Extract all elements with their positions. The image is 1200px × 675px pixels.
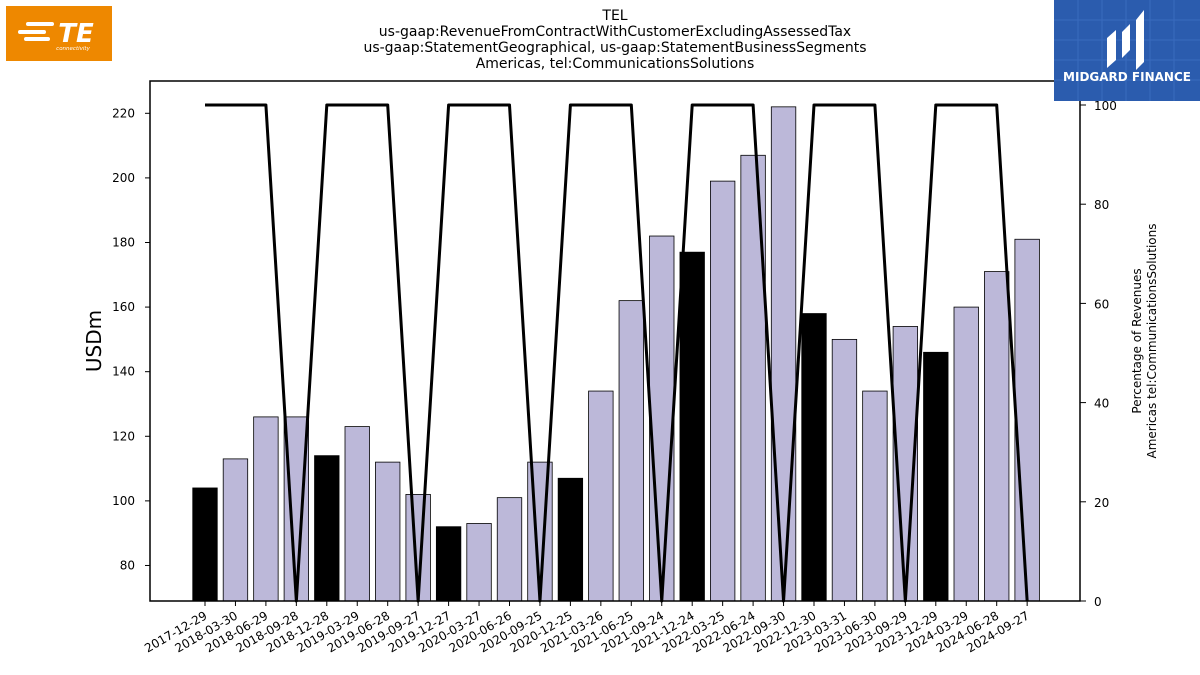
- y-tick-label: 180: [112, 235, 135, 249]
- bar: [557, 477, 584, 602]
- bar: [831, 338, 858, 602]
- bar: [770, 106, 797, 602]
- bar: [314, 455, 340, 602]
- y2-tick-label: 100: [1094, 99, 1117, 113]
- bar: [222, 458, 249, 602]
- y-tick-label: 220: [112, 106, 135, 120]
- te-logo-subtext: connectivity: [56, 46, 90, 52]
- bar: [588, 390, 614, 602]
- bar: [1014, 238, 1040, 602]
- y2-axis-label-line2: Americas tel:CommunicationsSolutions: [1145, 223, 1159, 458]
- bar: [618, 300, 644, 602]
- bar: [923, 351, 949, 602]
- bar: [801, 313, 827, 602]
- bar: [862, 390, 888, 602]
- y2-axis-label-line1: Percentage of Revenues: [1130, 268, 1144, 413]
- plot-frame: [149, 80, 1081, 602]
- te-connectivity-logo: TE connectivity: [6, 6, 112, 61]
- chart-title-line: us-gaap:RevenueFromContractWithCustomerE…: [379, 24, 851, 40]
- chart-title: TEL us-gaap:RevenueFromContractWithCusto…: [363, 8, 866, 72]
- y-axis-label: USDm: [82, 310, 106, 372]
- bar: [649, 235, 675, 602]
- bar: [253, 416, 279, 602]
- y-tick-label: 140: [112, 365, 135, 379]
- y-axis-right: 0 20 40 60 80 100: [1080, 99, 1117, 609]
- bar: [953, 306, 979, 602]
- midgard-mark-icon: [1107, 10, 1144, 70]
- bar: [375, 461, 401, 602]
- y2-tick-label: 80: [1094, 198, 1109, 212]
- y-tick-label: 200: [112, 171, 135, 185]
- bar: [679, 251, 705, 602]
- y-tick-label: 80: [120, 558, 135, 572]
- midgard-logo-text: MIDGARD FINANCE: [1063, 70, 1191, 84]
- x-axis: 2017-12-292018-03-302018-06-292018-09-28…: [142, 601, 1032, 655]
- bar: [984, 271, 1010, 602]
- y2-tick-label: 0: [1094, 595, 1102, 609]
- te-logo-text: TE: [58, 19, 94, 49]
- y-tick-label: 120: [112, 429, 135, 443]
- y-tick-label: 160: [112, 300, 135, 314]
- y2-tick-label: 20: [1094, 496, 1109, 510]
- y2-tick-label: 40: [1094, 397, 1109, 411]
- bar: [435, 526, 462, 602]
- y-tick-label: 100: [112, 494, 135, 508]
- bar: [496, 497, 523, 602]
- bar: [344, 426, 370, 602]
- bar-series: [192, 106, 1040, 602]
- bar: [466, 523, 492, 602]
- chart-title-line: us-gaap:StatementGeographical, us-gaap:S…: [363, 40, 866, 56]
- chart-title-line: Americas, tel:CommunicationsSolutions: [476, 56, 755, 72]
- series-line: [205, 103, 1029, 603]
- bar: [192, 487, 218, 602]
- chart-title-line: TEL: [601, 8, 627, 24]
- bar: [710, 180, 736, 602]
- y-axis-left: 80 100 120 140 160 180 200 220: [112, 106, 150, 572]
- y2-tick-label: 60: [1094, 297, 1109, 311]
- midgard-finance-logo: MIDGARD FINANCE: [1054, 0, 1200, 101]
- line-series: [205, 103, 1029, 603]
